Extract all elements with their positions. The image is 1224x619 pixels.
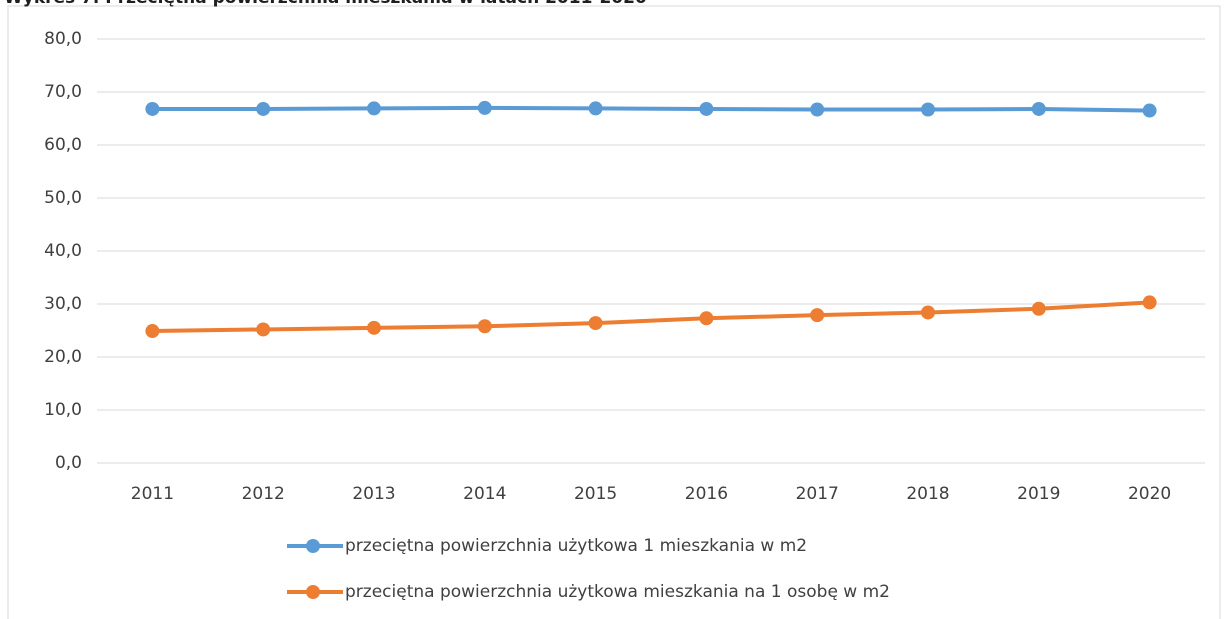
y-tick-label: 80,0 — [44, 29, 82, 49]
legend-swatch-marker — [306, 585, 320, 599]
data-point — [477, 319, 492, 334]
data-point — [477, 100, 492, 115]
y-tick-label: 30,0 — [44, 294, 82, 314]
x-tick-label: 2013 — [352, 484, 395, 504]
x-tick-label: 2016 — [685, 484, 728, 504]
data-point — [810, 102, 825, 117]
data-point — [588, 316, 603, 331]
x-tick-label: 2020 — [1128, 484, 1171, 504]
y-tick-label: 40,0 — [44, 241, 82, 261]
data-point — [921, 102, 935, 117]
legend-label: przeciętna powierzchnia użytkowa mieszka… — [345, 582, 890, 602]
chart-title: Wykres 7. Przeciętna powierzchnia mieszk… — [4, 0, 647, 8]
series-line — [152, 300, 1150, 334]
data-point — [699, 311, 714, 326]
y-tick-label: 20,0 — [44, 347, 82, 367]
x-tick-label: 2017 — [796, 484, 839, 504]
data-point — [810, 308, 825, 323]
data-point — [1142, 295, 1157, 310]
x-tick-label: 2014 — [463, 484, 506, 504]
data-point — [1142, 103, 1157, 118]
x-tick-label: 2015 — [574, 484, 617, 504]
data-point — [256, 101, 271, 116]
chart-frame — [7, 5, 1221, 619]
data-point — [256, 322, 271, 337]
y-tick-label: 60,0 — [44, 135, 82, 155]
y-tick-label: 50,0 — [44, 188, 82, 208]
x-tick-label: 2018 — [906, 484, 949, 504]
data-point — [367, 101, 381, 116]
data-point — [145, 101, 160, 116]
data-point — [921, 305, 935, 320]
x-tick-label: 2012 — [242, 484, 285, 504]
series-line — [152, 105, 1150, 113]
data-point — [145, 324, 160, 339]
y-tick-label: 10,0 — [44, 400, 82, 420]
y-tick-label: 0,0 — [55, 453, 82, 473]
legend-swatch-marker — [306, 539, 320, 553]
data-point — [1031, 101, 1046, 116]
x-tick-label: 2011 — [131, 484, 174, 504]
data-point — [588, 101, 603, 116]
x-tick-label: 2019 — [1017, 484, 1060, 504]
y-tick-label: 70,0 — [44, 82, 82, 102]
data-point — [1031, 301, 1046, 316]
data-point — [699, 101, 714, 116]
data-point — [367, 320, 381, 335]
legend-label: przeciętna powierzchnia użytkowa 1 miesz… — [345, 536, 807, 556]
